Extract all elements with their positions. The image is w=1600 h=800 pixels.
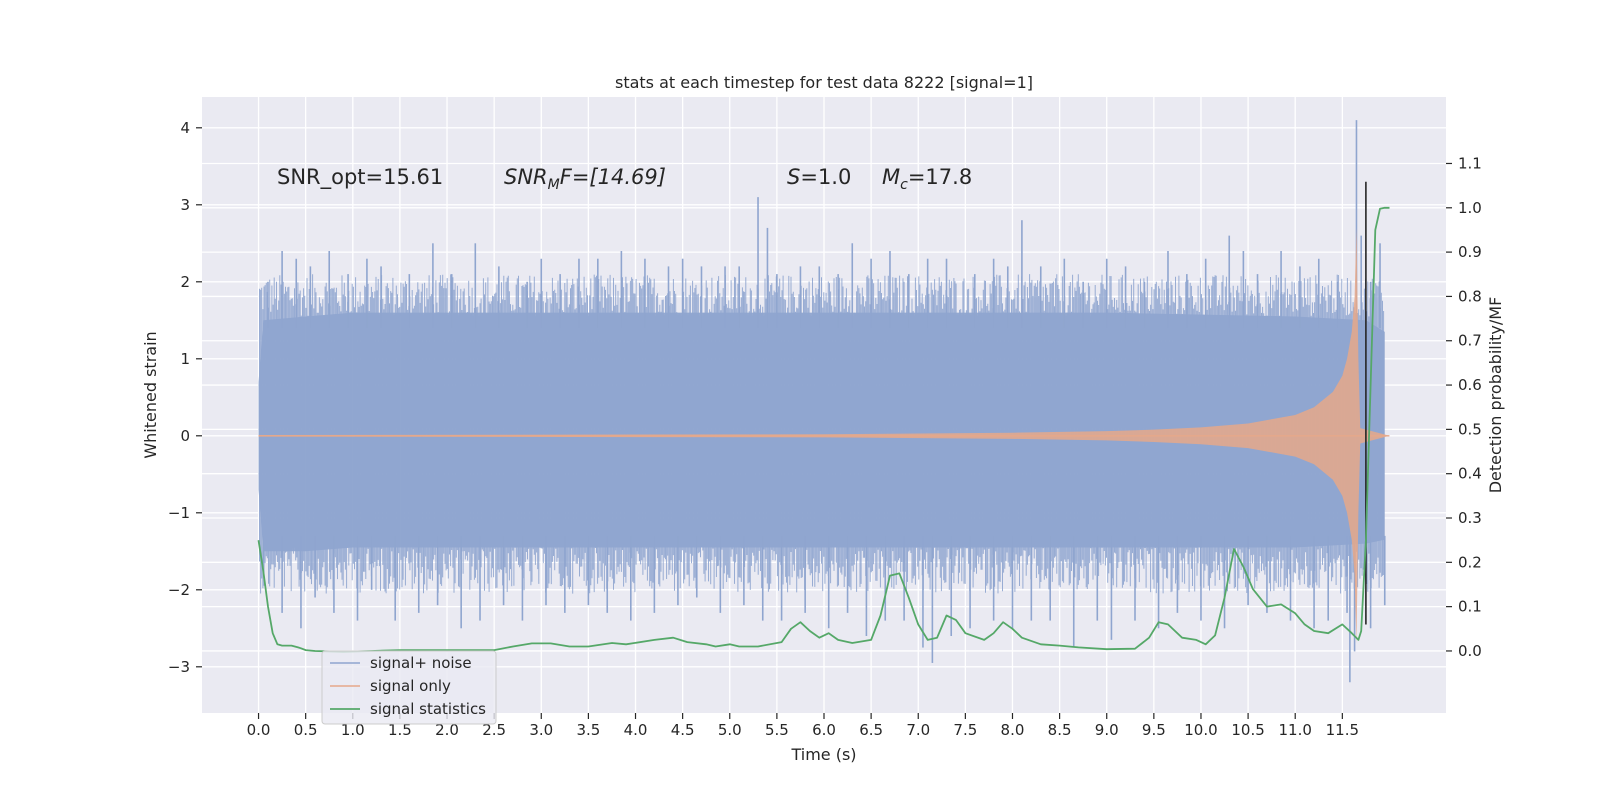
y2-tick-label: 0.7 (1458, 332, 1482, 350)
y2-tick-label: 0.9 (1458, 243, 1482, 261)
x-tick-label: 2.0 (435, 721, 459, 739)
x-tick-label: 4.5 (671, 721, 695, 739)
x-tick-label: 1.5 (388, 721, 412, 739)
y-tick-label: 2 (180, 273, 190, 291)
y2-tick-label: 0.8 (1458, 287, 1482, 305)
snr-mf-sub: M (548, 177, 560, 193)
signal-statistics-line (257, 206, 1390, 653)
signal-noise-series (258, 120, 1386, 683)
mc-annotation: Mc=17.8 (882, 165, 972, 193)
x-tick-label: 2.5 (482, 721, 506, 739)
chart-title: stats at each timestep for test data 822… (615, 73, 1033, 92)
x-tick-label: 4.0 (624, 721, 648, 739)
y2-tick-label: 0.4 (1458, 465, 1482, 483)
y-tick-label: 3 (180, 196, 190, 214)
x-tick-label: 9.0 (1095, 721, 1119, 739)
x-tick-label: 1.0 (341, 721, 365, 739)
y-tick-label: 1 (180, 350, 190, 368)
x-axis-label: Time (s) (790, 745, 856, 764)
snr-mf-rest: F=[14.69] (560, 165, 666, 189)
x-tick-label: 10.0 (1184, 721, 1217, 739)
x-tick-label: 10.5 (1231, 721, 1264, 739)
x-tick-label: 9.5 (1142, 721, 1166, 739)
s-rest: =1.0 (800, 165, 851, 189)
y-tick-label: −2 (168, 581, 190, 599)
y2-axis-label: Detection probability/MF (1486, 297, 1505, 494)
snr-mf-base: SNR (504, 165, 548, 189)
legend: signal+ noise signal only signal statist… (321, 650, 497, 725)
y-axis-label: Whitened strain (141, 331, 160, 458)
legend-box (321, 650, 497, 725)
y2-tick-label: 0.5 (1458, 420, 1482, 438)
legend-label-signal-statistics: signal statistics (370, 700, 486, 718)
y2-tick-label: 1.0 (1458, 199, 1482, 217)
s-var: S (787, 165, 800, 189)
y2-tick-label: 1.1 (1458, 154, 1482, 172)
y2-tick-label: 0.0 (1458, 642, 1482, 660)
mc-sub: c (900, 177, 908, 193)
x-tick-label: 6.0 (812, 721, 836, 739)
y-tick-label: 4 (180, 119, 190, 137)
x-tick-label: 8.5 (1048, 721, 1072, 739)
mc-var: M (882, 165, 900, 189)
x-tick-label: 11.0 (1279, 721, 1312, 739)
signal-statistics-series (257, 206, 1390, 653)
y2-tick-label: 0.3 (1458, 509, 1482, 527)
y-tick-label: 0 (180, 427, 190, 445)
axes: 0.0 0.5 1.0 1.5 2.0 2.5 3.0 3.5 4.0 4.5 5.0 5.5 6.0 6… (168, 119, 1482, 739)
mc-rest: =17.8 (908, 165, 972, 189)
x-tick-label: 3.5 (576, 721, 600, 739)
legend-label-signal-noise: signal+ noise (370, 654, 472, 672)
y-tick-label: −3 (168, 658, 190, 676)
x-tick-label: 0.0 (247, 721, 271, 739)
x-tick-label: 5.5 (765, 721, 789, 739)
snr-opt-annotation: SNR_opt=15.61 (277, 165, 443, 190)
snr-mf-annotation: SNRMF=[14.69] (504, 165, 666, 193)
legend-label-signal-only: signal only (370, 677, 451, 695)
x-tick-label: 11.5 (1326, 721, 1359, 739)
y-tick-label: −1 (168, 504, 190, 522)
x-tick-label: 5.0 (718, 721, 742, 739)
signal-only-series (258, 227, 1390, 644)
x-tick-label: 7.0 (906, 721, 930, 739)
annotations: SNR_opt=15.61 SNRMF=[14.69] S=1.0 Mc=17.… (277, 165, 972, 193)
y2-tick-label: 0.2 (1458, 553, 1482, 571)
s-annotation: S=1.0 (787, 165, 851, 189)
y2-tick-label: 0.1 (1458, 598, 1482, 616)
x-tick-label: 7.5 (953, 721, 977, 739)
y2-tick-label: 0.6 (1458, 376, 1482, 394)
x-tick-label: 3.0 (529, 721, 553, 739)
x-tick-label: 8.0 (1001, 721, 1025, 739)
x-tick-label: 0.5 (294, 721, 318, 739)
x-tick-label: 6.5 (859, 721, 883, 739)
